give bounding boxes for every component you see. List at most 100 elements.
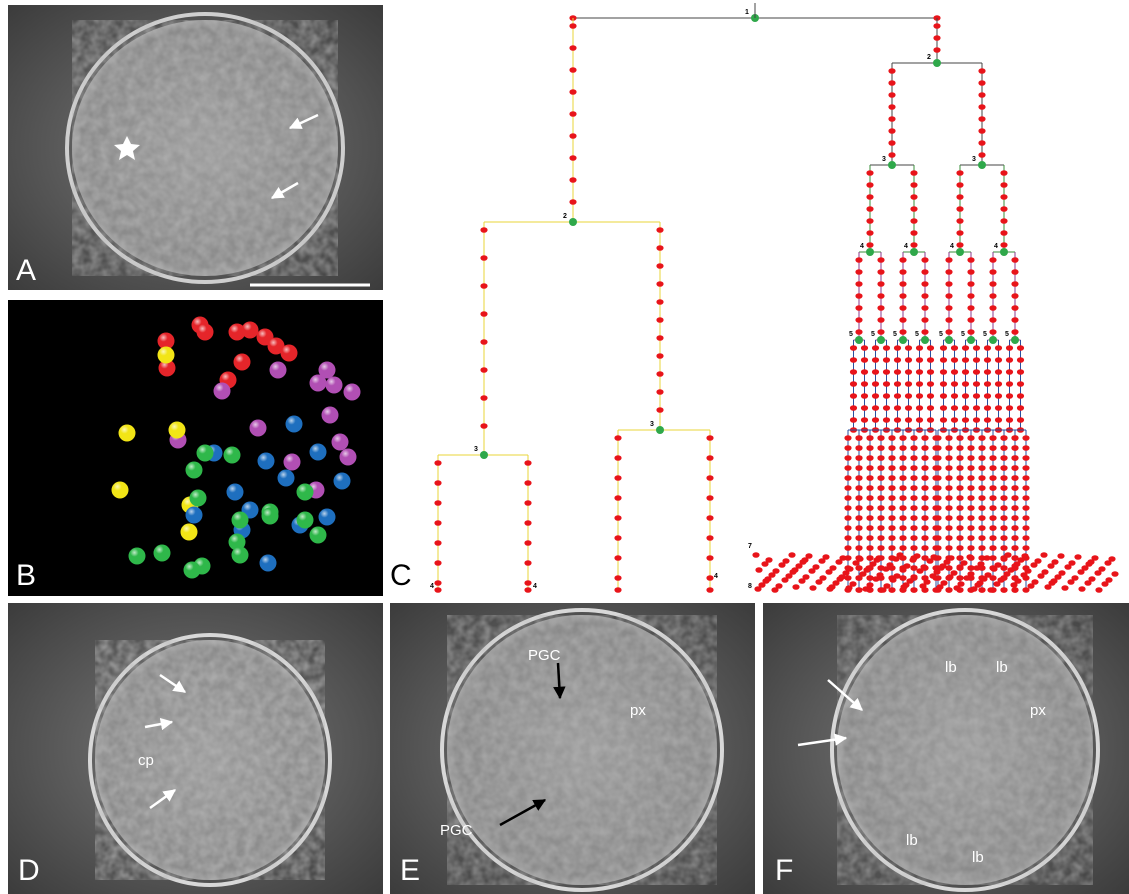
sphere-highlight	[242, 322, 259, 339]
cell-dot	[973, 357, 980, 363]
cell-dot	[921, 281, 928, 287]
cell-dot	[978, 505, 985, 511]
sphere-highlight	[310, 375, 327, 392]
cell-dot	[872, 369, 879, 375]
division-node	[978, 161, 986, 169]
cell-dot	[945, 305, 952, 311]
cell-dot	[951, 381, 958, 387]
sphere-highlight	[169, 422, 186, 439]
cell-dot	[480, 367, 487, 373]
cell-dot	[899, 317, 906, 323]
cell-dot	[877, 293, 884, 299]
cell-dot	[921, 485, 928, 491]
cell-dot	[956, 230, 963, 236]
cell-dot	[945, 475, 952, 481]
cell-dot	[1078, 586, 1085, 592]
generation-label: 4	[714, 573, 718, 580]
cell-dot	[877, 485, 884, 491]
cell-dot	[1000, 587, 1007, 593]
cell-dot	[855, 495, 862, 501]
sphere-highlight	[232, 512, 249, 529]
cell-dot	[984, 405, 991, 411]
generation-label: 5	[961, 331, 965, 338]
cell-dot	[1022, 445, 1029, 451]
cell-dot	[933, 23, 940, 29]
cell-dot	[894, 405, 901, 411]
cell-dot	[956, 242, 963, 248]
cell-dot	[861, 345, 868, 351]
cell-dot	[883, 417, 890, 423]
cell-dot	[855, 281, 862, 287]
cell-dot	[945, 435, 952, 441]
annotation: px	[1030, 702, 1046, 719]
sphere-highlight	[158, 347, 175, 364]
cell-dot	[850, 417, 857, 423]
cell-dot	[524, 500, 531, 506]
cell-dot	[1011, 475, 1018, 481]
cell-dot	[866, 170, 873, 176]
cell-dot	[963, 575, 970, 581]
cell-dot	[919, 583, 926, 589]
cell-dot	[978, 140, 985, 146]
cell-dot	[1010, 582, 1017, 588]
cell-dot	[888, 116, 895, 122]
cell-dot	[855, 535, 862, 541]
cell-dot	[656, 263, 663, 269]
cell-dot	[967, 525, 974, 531]
cell-dot	[910, 587, 917, 593]
generation-label: 3	[650, 421, 654, 428]
cell-dot	[916, 393, 923, 399]
panel-e: PGC PGC px E	[390, 603, 755, 894]
cell-dot	[888, 152, 895, 158]
cell-dot	[1011, 455, 1018, 461]
cell-dot	[1022, 455, 1029, 461]
cell-dot	[788, 552, 795, 558]
cell-dot	[614, 515, 621, 521]
sphere-highlight	[184, 562, 201, 579]
cell-dot	[656, 245, 663, 251]
cell-dot	[861, 393, 868, 399]
cell-dot	[844, 515, 851, 521]
cell-dot	[434, 460, 441, 466]
cell-dot	[808, 568, 815, 574]
cell-dot	[1011, 317, 1018, 323]
cell-dot	[951, 417, 958, 423]
generation-label: 4	[904, 243, 908, 250]
cell-dot	[888, 128, 895, 134]
cell-dot	[850, 357, 857, 363]
cell-dot	[888, 455, 895, 461]
cell-dot	[910, 218, 917, 224]
cell-dot	[962, 381, 969, 387]
cell-dot	[921, 515, 928, 521]
generation-label: 4	[994, 243, 998, 250]
cell-dot	[1074, 554, 1081, 560]
cell-dot	[921, 455, 928, 461]
cell-dot	[1000, 218, 1007, 224]
cell-dot	[569, 199, 576, 205]
sphere-highlight	[310, 527, 327, 544]
panel-label: D	[18, 854, 40, 887]
cell-dot	[989, 505, 996, 511]
cell-dot	[877, 505, 884, 511]
cell-dot	[899, 535, 906, 541]
cell-dot	[1087, 559, 1094, 565]
cell-dot	[1000, 182, 1007, 188]
cell-dot	[1022, 515, 1029, 521]
cell-dot	[855, 269, 862, 275]
cell-dot	[524, 560, 531, 566]
generation-label: 5	[915, 331, 919, 338]
cell-dot	[989, 535, 996, 541]
cell-dot	[995, 369, 1002, 375]
cell-dot	[888, 485, 895, 491]
cell-dot	[1017, 357, 1024, 363]
division-node	[910, 248, 918, 256]
cell-dot	[866, 475, 873, 481]
cell-dot	[1011, 281, 1018, 287]
sphere-highlight	[186, 462, 203, 479]
cell-dot	[1011, 329, 1018, 335]
sphere-highlight	[319, 509, 336, 526]
cell-dot	[910, 194, 917, 200]
sphere-highlight	[197, 445, 214, 462]
cell-dot	[755, 567, 762, 573]
cell-dot	[1104, 560, 1111, 566]
